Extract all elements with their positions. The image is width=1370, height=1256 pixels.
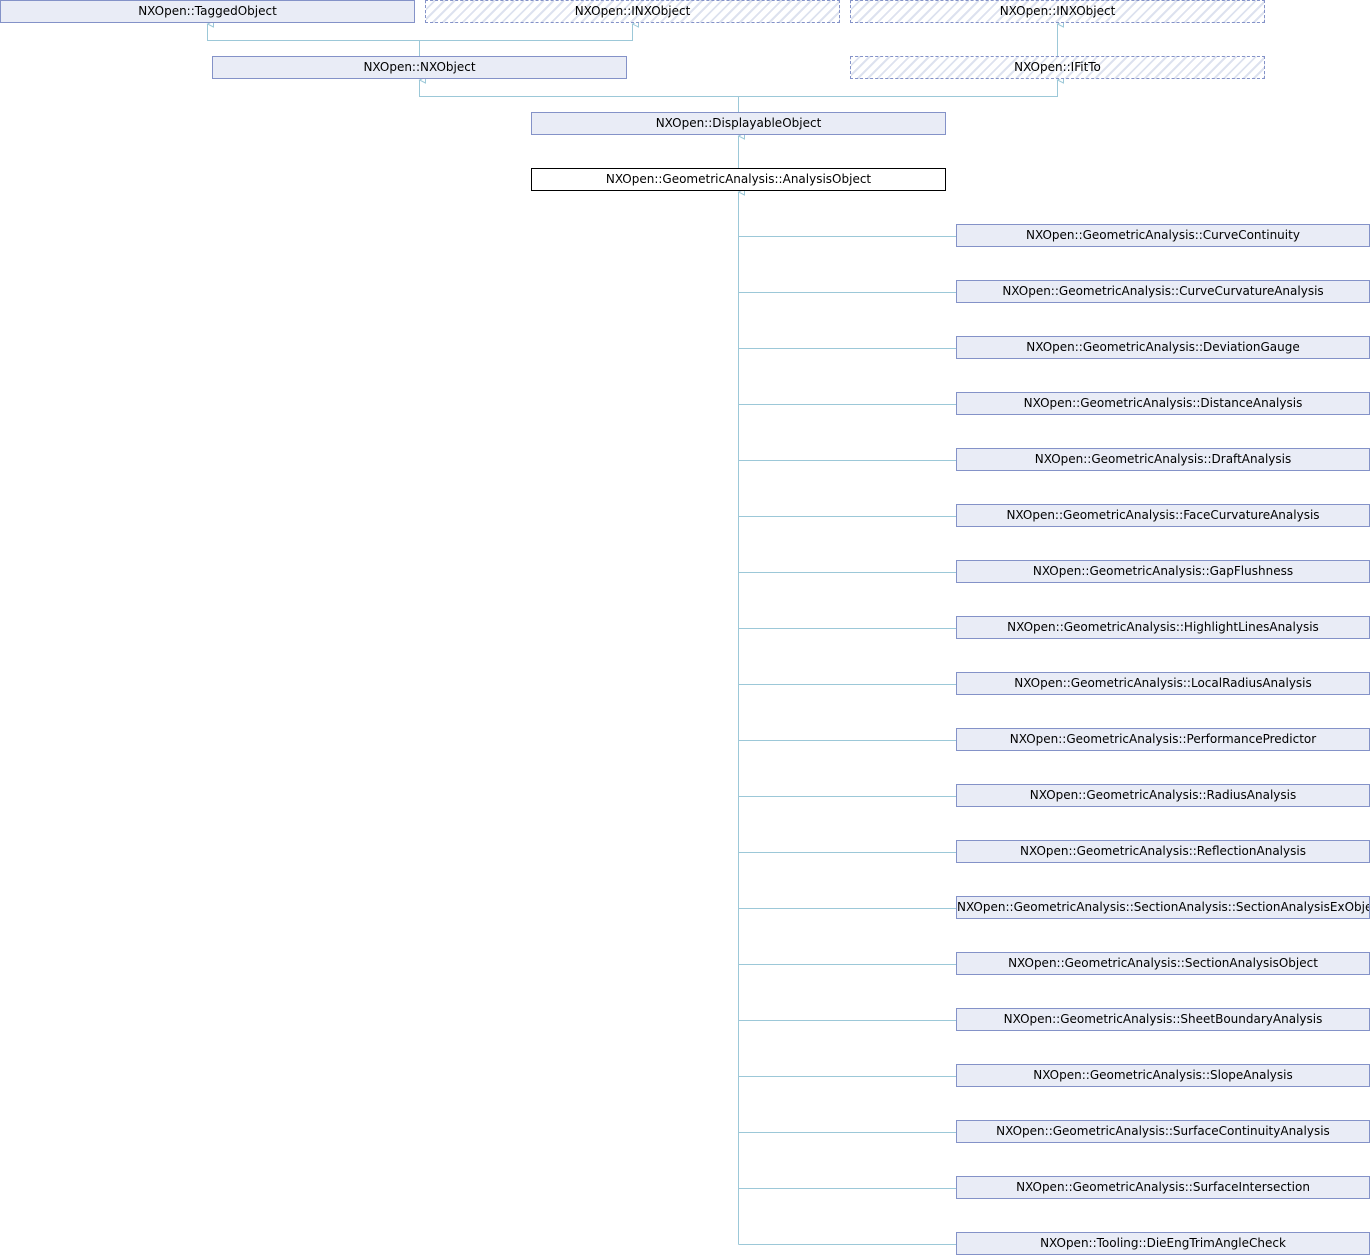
class-node-label: NXOpen::GeometricAnalysis::DeviationGaug… [1026,340,1300,354]
class-node-subclass[interactable]: NXOpen::GeometricAnalysis::CurveContinui… [956,224,1370,247]
class-node-subclass[interactable]: NXOpen::GeometricAnalysis::GapFlushness [956,560,1370,583]
class-node-label: NXOpen::GeometricAnalysis::SectionAnalys… [957,900,1370,914]
class-node-label: NXOpen::GeometricAnalysis::CurveCurvatur… [1002,284,1324,298]
class-node-label: NXOpen::GeometricAnalysis::GapFlushness [1032,564,1294,578]
class-node-tagged-object[interactable]: NXOpen::TaggedObject [0,0,415,23]
class-node-label: NXOpen::GeometricAnalysis::DistanceAnaly… [1023,396,1303,410]
class-node-label: NXOpen::GeometricAnalysis::SheetBoundary… [1003,1012,1323,1026]
edge-displayable-ifitto [738,80,1058,97]
class-node-label: NXOpen::GeometricAnalysis::SurfaceInters… [1016,1180,1310,1194]
class-node-label: NXOpen::GeometricAnalysis::SlopeAnalysis [1033,1068,1293,1082]
class-node-ifit-to[interactable]: NXOpen::IFitTo [850,56,1265,79]
class-node-label: NXOpen::GeometricAnalysis::CurveContinui… [1026,228,1300,242]
class-node-analysis-object: NXOpen::GeometricAnalysis::AnalysisObjec… [531,168,946,191]
class-node-subclass[interactable]: NXOpen::GeometricAnalysis::SlopeAnalysis [956,1064,1370,1087]
class-node-subclass[interactable]: NXOpen::GeometricAnalysis::ReflectionAna… [956,840,1370,863]
class-node-displayable-object[interactable]: NXOpen::DisplayableObject [531,112,946,135]
class-node-subclass[interactable]: NXOpen::GeometricAnalysis::CurveCurvatur… [956,280,1370,303]
class-node-subclass[interactable]: NXOpen::GeometricAnalysis::DistanceAnaly… [956,392,1370,415]
class-node-label: NXOpen::GeometricAnalysis::HighlightLine… [1007,620,1319,634]
class-node-subclass[interactable]: NXOpen::GeometricAnalysis::HighlightLine… [956,616,1370,639]
class-node-subclass[interactable]: NXOpen::GeometricAnalysis::SectionAnalys… [956,952,1370,975]
class-node-subclass[interactable]: NXOpen::GeometricAnalysis::RadiusAnalysi… [956,784,1370,807]
class-node-subclass[interactable]: NXOpen::GeometricAnalysis::SurfaceContin… [956,1120,1370,1143]
class-node-label: NXOpen::GeometricAnalysis::SectionAnalys… [1008,956,1318,970]
class-node-subclass[interactable]: NXOpen::GeometricAnalysis::FaceCurvature… [956,504,1370,527]
class-node-inx-object[interactable]: NXOpen::INXObject [425,0,840,23]
class-node-subclass[interactable]: NXOpen::GeometricAnalysis::DraftAnalysis [956,448,1370,471]
class-node-label: NXOpen::GeometricAnalysis::ReflectionAna… [1020,844,1306,858]
class-node-label: NXOpen::GeometricAnalysis::FaceCurvature… [1006,508,1320,522]
class-node-label: NXOpen::GeometricAnalysis::PerformancePr… [1009,732,1317,746]
class-node-subclass[interactable]: NXOpen::GeometricAnalysis::SectionAnalys… [956,896,1370,919]
class-node-subclass[interactable]: NXOpen::GeometricAnalysis::SurfaceInters… [956,1176,1370,1199]
class-node-label: NXOpen::GeometricAnalysis::SurfaceContin… [996,1124,1330,1138]
edge-displayable-nxobject [420,80,739,112]
class-node-label: NXOpen::Tooling::DieEngTrimAngleCheck [1040,1236,1286,1250]
class-node-label: NXOpen::GeometricAnalysis::DraftAnalysis [1034,452,1292,466]
class-node-inx-object-2[interactable]: NXOpen::INXObject [850,0,1265,23]
edge-nxobject-taggedobject [208,24,420,56]
class-node-subclass[interactable]: NXOpen::GeometricAnalysis::LocalRadiusAn… [956,672,1370,695]
class-node-subclass[interactable]: NXOpen::Tooling::DieEngTrimAngleCheck [956,1232,1370,1255]
edge-nxobject-inxobject [419,24,633,41]
class-node-subclass[interactable]: NXOpen::GeometricAnalysis::DeviationGaug… [956,336,1370,359]
class-node-label: NXOpen::GeometricAnalysis::RadiusAnalysi… [1029,788,1297,802]
class-node-nx-object[interactable]: NXOpen::NXObject [212,56,627,79]
class-node-subclass[interactable]: NXOpen::GeometricAnalysis::PerformancePr… [956,728,1370,751]
class-node-subclass[interactable]: NXOpen::GeometricAnalysis::SheetBoundary… [956,1008,1370,1031]
class-node-label: NXOpen::GeometricAnalysis::LocalRadiusAn… [1014,676,1312,690]
